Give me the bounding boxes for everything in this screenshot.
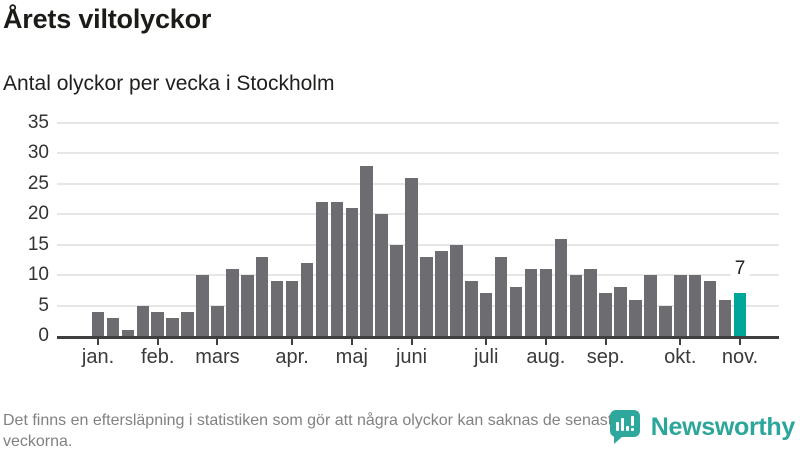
footer-note: Det finns en eftersläpning i statistiken… bbox=[3, 412, 622, 450]
bar-week-31 bbox=[539, 269, 553, 336]
bar-week-17 bbox=[330, 202, 344, 336]
y-axis-label: 20 bbox=[27, 203, 49, 225]
bar-week-37 bbox=[629, 299, 642, 336]
y-axis-label: 25 bbox=[27, 172, 49, 194]
bar-week-18 bbox=[345, 208, 359, 336]
bar-week-8 bbox=[196, 275, 209, 336]
bar-week-24 bbox=[435, 250, 448, 336]
bar-week-29 bbox=[509, 287, 523, 336]
bar-week-1 bbox=[91, 311, 105, 336]
bar-week-20 bbox=[375, 214, 388, 336]
bar-week-2 bbox=[106, 317, 120, 336]
y-axis-label: 10 bbox=[27, 264, 49, 286]
bar-week-32 bbox=[554, 238, 568, 336]
y-axis-label: 35 bbox=[27, 112, 49, 133]
bar-week-3 bbox=[121, 329, 135, 336]
bar-week-40 bbox=[674, 275, 687, 336]
last-bar-value-label: 7 bbox=[730, 258, 750, 281]
bar-week-15 bbox=[300, 262, 314, 336]
bar-week-34 bbox=[584, 269, 597, 336]
bar-week-25 bbox=[450, 244, 463, 336]
x-axis-line bbox=[57, 336, 779, 339]
bar-week-44 bbox=[733, 293, 747, 336]
x-axis-label-feb: feb. bbox=[141, 346, 175, 368]
x-axis-tick-juni bbox=[410, 339, 413, 345]
bar-week-21 bbox=[390, 244, 403, 336]
bar-week-4 bbox=[136, 305, 150, 336]
bar-week-7 bbox=[181, 311, 194, 336]
bar-week-19 bbox=[360, 165, 373, 336]
page-title: Årets viltolyckor bbox=[3, 4, 212, 34]
bar-week-10 bbox=[226, 269, 239, 336]
x-axis-label-jan: jan. bbox=[81, 346, 115, 368]
x-axis-tick-feb bbox=[156, 339, 159, 345]
x-axis-label-nov: nov. bbox=[721, 346, 759, 368]
bar-week-30 bbox=[524, 269, 538, 336]
bar-week-39 bbox=[659, 305, 672, 336]
bar-week-5 bbox=[151, 311, 164, 336]
bar-chart-plot-area: 0 5 10 15 20 25 30 35 jan. feb. mars apr. maj juni jul… bbox=[28, 113, 779, 368]
bar-week-42 bbox=[703, 281, 717, 336]
bar-week-36 bbox=[614, 287, 627, 336]
bar-week-27 bbox=[479, 293, 493, 336]
y-axis-label: 15 bbox=[27, 233, 49, 255]
y-axis-label: 30 bbox=[27, 142, 49, 164]
bar-week-22 bbox=[405, 177, 418, 336]
bar-week-33 bbox=[569, 275, 582, 336]
x-axis-label-okt: okt. bbox=[664, 346, 697, 368]
x-axis-tick-nov bbox=[738, 339, 741, 345]
gridline-y30 bbox=[57, 152, 779, 155]
bar-week-38 bbox=[644, 275, 657, 336]
bar-week-14 bbox=[285, 281, 299, 336]
x-axis-label-juli: juli bbox=[473, 346, 499, 368]
newsworthy-logo: Newsworthy bbox=[609, 410, 796, 444]
bar-week-23 bbox=[420, 256, 433, 336]
x-axis-tick-juli bbox=[485, 339, 488, 345]
x-axis-label-apr: apr. bbox=[275, 346, 309, 368]
x-axis-tick-jan bbox=[97, 339, 99, 345]
x-axis-label-juni: juni bbox=[395, 346, 428, 368]
bar-week-28 bbox=[494, 256, 508, 336]
x-axis-label-sep: sep. bbox=[586, 346, 625, 368]
x-axis-label-aug: aug. bbox=[526, 346, 566, 368]
gridline-y10 bbox=[57, 274, 779, 277]
bar-week-11 bbox=[241, 275, 254, 336]
x-axis-tick-okt bbox=[679, 339, 682, 345]
gridline-y15 bbox=[57, 243, 779, 246]
bar-week-16 bbox=[315, 202, 329, 336]
bar-week-12 bbox=[255, 256, 269, 336]
newsworthy-chart-bubble-icon bbox=[609, 410, 640, 444]
gridline-y5 bbox=[57, 304, 779, 307]
bar-week-6 bbox=[166, 317, 179, 336]
bar-week-9 bbox=[211, 305, 224, 336]
gridline-y35 bbox=[57, 122, 779, 124]
bar-week-41 bbox=[688, 275, 702, 336]
x-axis-tick-sep bbox=[604, 339, 607, 345]
x-axis-label-mars: mars bbox=[195, 346, 240, 368]
x-axis-tick-aug bbox=[544, 339, 547, 345]
y-axis-label: 0 bbox=[38, 325, 49, 346]
gridline-y20 bbox=[57, 213, 779, 216]
bar-week-26 bbox=[465, 281, 478, 336]
y-axis-label: 5 bbox=[38, 294, 49, 316]
x-axis-tick-mars bbox=[216, 339, 219, 345]
x-axis-tick-maj bbox=[350, 339, 353, 345]
bar-week-35 bbox=[599, 293, 612, 336]
chart-subtitle: Antal olyckor per vecka i Stockholm bbox=[3, 72, 335, 95]
gridline-y25 bbox=[57, 182, 779, 185]
bar-week-13 bbox=[270, 281, 284, 336]
newsworthy-logo-text: Newsworthy bbox=[650, 412, 796, 441]
bar-week-43 bbox=[718, 299, 732, 336]
x-axis-label-maj: maj bbox=[335, 346, 368, 368]
x-axis-tick-apr bbox=[291, 339, 294, 345]
